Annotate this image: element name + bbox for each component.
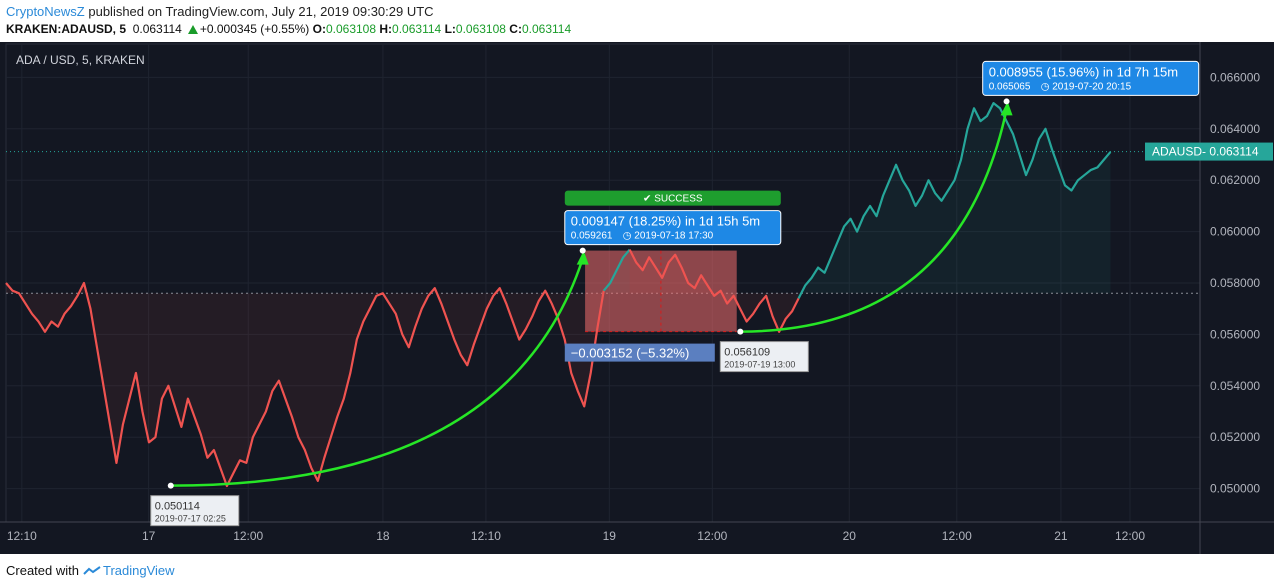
x-tick-label: 12:10 [7, 529, 37, 543]
price-chart[interactable]: 0.066000 0.064000 0.062000 0.060000 0.058000… [0, 42, 1274, 554]
point-label-date: 2019-07-19 13:00 [724, 360, 795, 370]
y-tick-label: 0.060000 [1210, 225, 1260, 239]
tradingview-link[interactable]: TradingView [102, 563, 175, 578]
x-tick-label: 12:00 [697, 529, 727, 543]
publish-text: published on TradingView.com, July 21, 2… [84, 4, 434, 19]
current-price-label: ADAUSD - 0.063114 [1145, 142, 1273, 161]
price-change-callout: 0.008955 (15.96%) in 1d 7h 15m 0.065065 ◷ … [982, 60, 1200, 96]
series-line-3 [797, 102, 1112, 299]
callout-date: ◷ 2019-07-18 17:30 [623, 231, 714, 242]
open-value: 0.063108 [325, 22, 377, 36]
point-label-box [150, 495, 240, 527]
y-tick-label: 0.066000 [1210, 70, 1260, 84]
tradingview-logo-icon [83, 566, 101, 575]
chart-area[interactable]: 0.066000 0.064000 0.062000 0.060000 0.058000… [0, 42, 1274, 554]
current-price-symbol: ADAUSD [1152, 145, 1202, 159]
callout-point [1003, 98, 1010, 105]
high-value: 0.063114 [392, 22, 442, 36]
point-marker [167, 482, 174, 489]
series-line-1 [602, 248, 631, 292]
point-label-value: 0.056109 [724, 347, 770, 359]
up-triangle-icon [187, 25, 198, 34]
current-price-value: - 0.063114 [1202, 145, 1259, 159]
trend-arrowhead-1 [1000, 101, 1013, 116]
callout-date: ◷ 2019-07-20 20:15 [1041, 81, 1132, 92]
symbol-label: KRAKEN:ADAUSD, 5 [6, 22, 127, 36]
y-tick-label: 0.064000 [1210, 122, 1260, 136]
callout-change: 0.008955 (15.96%) in 1d 7h 15m [989, 64, 1178, 79]
open-label: O: [312, 22, 326, 36]
x-tick-label: 12:00 [1115, 529, 1145, 543]
point-label-date: 2019-07-17 02:25 [155, 514, 226, 524]
y-tick-label: 0.050000 [1210, 482, 1260, 496]
x-tick-label: 21 [1054, 529, 1068, 543]
x-tick-label: 12:00 [233, 529, 263, 543]
callout-point [579, 247, 586, 254]
publish-line: CryptoNewsZ published on TradingView.com… [6, 4, 434, 19]
trend-arrow-1 [740, 109, 1008, 333]
point-marker [737, 328, 744, 335]
trend-arrow-0 [170, 258, 584, 487]
x-tick-label: 20 [843, 529, 857, 543]
success-badge-text: ✔ SUCCESS [643, 194, 703, 205]
chart-title: ADA / USD, 5, KRAKEN [16, 53, 145, 67]
y-tick-label: 0.058000 [1210, 276, 1260, 290]
y-tick-label: 0.056000 [1210, 327, 1260, 341]
x-tick-label: 18 [376, 529, 390, 543]
callout-price: 0.059261 [571, 231, 613, 242]
range-label-text: −0.003152 (−5.32%) [571, 346, 690, 361]
x-tick-label: 12:00 [942, 529, 972, 543]
price-change: +0.000345 (+0.55%) [199, 22, 310, 36]
y-tick-label: 0.062000 [1210, 173, 1260, 187]
y-tick-label: 0.054000 [1210, 379, 1260, 393]
author-link[interactable]: CryptoNewsZ [6, 4, 85, 19]
point-label-box [719, 341, 809, 373]
point-label-value: 0.050114 [155, 501, 200, 513]
range-label: −0.003152 (−5.32%) [564, 343, 715, 362]
y-tick-label: 0.052000 [1210, 430, 1260, 444]
last-price: 0.063114 [132, 22, 182, 36]
series-line-2 [628, 249, 800, 333]
series-line-0 [5, 281, 605, 488]
range-label-box [564, 343, 715, 362]
price-change-callout: ✔ SUCCESS 0.009147 (18.25%) in 1d 15h 5m 0… [564, 190, 782, 246]
low-label: L: [444, 22, 456, 36]
trend-arrowhead-0 [576, 250, 589, 265]
x-tick-label: 17 [142, 529, 156, 543]
low-value: 0.063108 [455, 22, 506, 36]
close-label: C: [509, 22, 522, 36]
current-price-box [1145, 142, 1273, 161]
callout-change: 0.009147 (18.25%) in 1d 15h 5m [571, 214, 760, 229]
success-badge [564, 190, 781, 206]
callout-box [564, 210, 782, 246]
callout-price: 0.065065 [989, 81, 1031, 92]
x-tick-label: 12:10 [471, 529, 501, 543]
callout-box [982, 60, 1200, 96]
close-value: 0.063114 [521, 22, 572, 36]
symbol-ohlc-line: KRAKEN:ADAUSD, 5 0.063114 +0.000345 (+0.5… [6, 22, 571, 36]
high-label: H: [379, 22, 393, 36]
footer: Created with TradingView [6, 563, 175, 578]
x-tick-label: 19 [603, 529, 617, 543]
created-with-text: Created with [6, 563, 79, 578]
area-fill [798, 103, 1111, 299]
